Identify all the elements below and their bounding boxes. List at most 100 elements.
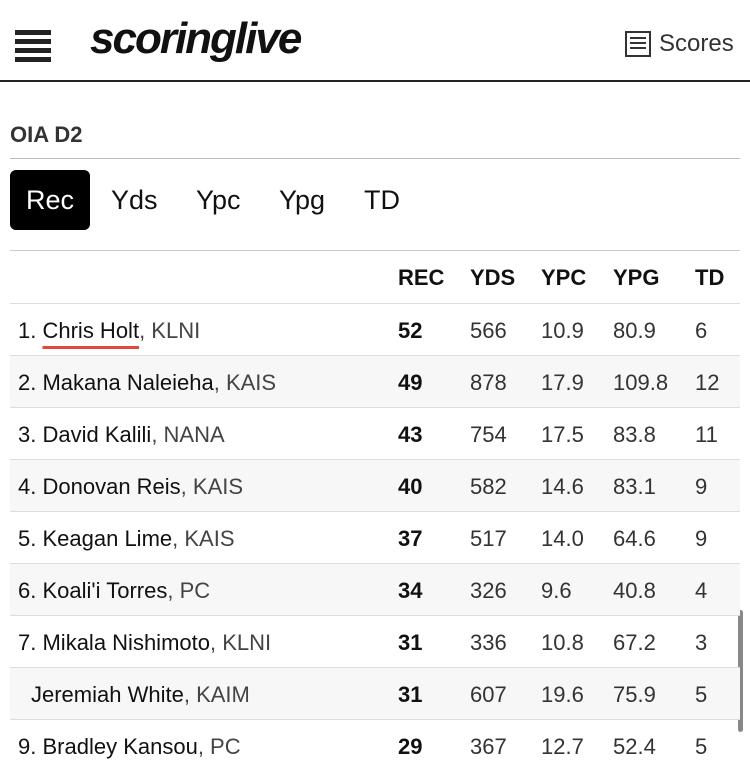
stat: 12.7 (541, 734, 584, 759)
table-row: 5. Keagan Lime, KAIS 37 517 14.0 64.6 9 (10, 511, 740, 564)
stat: 6 (695, 318, 708, 343)
stat: 19.6 (541, 682, 584, 707)
stat: 34 (398, 578, 423, 603)
tab[interactable]: Rec (10, 170, 91, 230)
stat: 14.0 (541, 526, 584, 551)
table-row: Jeremiah White, KAIM 31 607 19.6 75.9 5 (10, 667, 740, 720)
stat: 40 (398, 474, 423, 499)
stat: 17.9 (541, 370, 584, 395)
stat: 17.5 (541, 422, 584, 447)
column-header[interactable]: YPG (613, 265, 660, 290)
stat: 336 (470, 630, 507, 655)
table-row: 6. Koali'i Torres, PC 34 326 9.6 40.8 4 (10, 563, 740, 616)
rank: 5. (18, 526, 37, 551)
rank: 3. (18, 422, 37, 447)
stat: 9.6 (541, 578, 572, 603)
logo[interactable]: scoringlive (90, 14, 302, 63)
rank: 6. (18, 578, 37, 603)
tab[interactable]: TD (364, 185, 400, 215)
rank: 2. (18, 370, 37, 395)
table-row: 1. Chris Holt, KLNI 52 566 10.9 80.9 6 (10, 303, 740, 356)
stat: 9 (695, 526, 708, 551)
scores-label[interactable]: Scores (659, 30, 734, 57)
page: scoringlive Scores OIA D2 Rec Yds Ypc Ypg TD… (0, 14, 750, 759)
stat: 37 (398, 526, 423, 551)
stat: 754 (470, 422, 507, 447)
section-title: OIA D2 (10, 122, 83, 147)
stat: 31 (398, 682, 423, 707)
team: , KLNI (209, 630, 272, 655)
stat: 64.6 (613, 526, 656, 551)
stat: 5 (695, 734, 708, 759)
stat: 326 (470, 578, 507, 603)
player-cell: 1. Chris Holt, KLNI (18, 318, 200, 344)
scores-link[interactable]: Scores (625, 30, 734, 58)
column-header[interactable]: YPC (541, 265, 587, 290)
player-name[interactable]: Makana Naleieha (42, 370, 214, 395)
stat: 5 (695, 682, 708, 707)
stat: 31 (398, 630, 423, 655)
table-row: 3. David Kalili, NANA 43 754 17.5 83.8 11 (10, 407, 740, 460)
rank: 7. (18, 630, 37, 655)
stat: 517 (470, 526, 507, 551)
stat: 4 (695, 578, 708, 603)
player-cell: 5. Keagan Lime, KAIS (18, 526, 235, 552)
stat: 11 (695, 422, 718, 447)
table-row: 2. Makana Naleieha, KAIS 49 878 17.9 109.8 12 (10, 355, 740, 408)
column-header[interactable]: TD (695, 265, 725, 290)
stat: 80.9 (613, 318, 656, 343)
table-row: 4. Donovan Reis, KAIS 40 582 14.6 83.1 9 (10, 459, 740, 512)
stat: 10.9 (541, 318, 584, 343)
player-name[interactable]: Bradley Kansou (42, 734, 198, 759)
tab[interactable]: Yds (111, 185, 158, 215)
scrollbar (738, 610, 743, 732)
player-cell: 6. Koali'i Torres, PC (18, 578, 210, 604)
team: , PC (167, 578, 211, 603)
team: , KLNI (139, 318, 201, 343)
team: , PC (197, 734, 241, 759)
stat: 12 (695, 370, 720, 395)
stat: 40.8 (613, 578, 656, 603)
stat: 83.8 (613, 422, 656, 447)
column-header[interactable]: REC (398, 265, 445, 290)
stat: 75.9 (613, 682, 656, 707)
stat: 10.8 (541, 630, 584, 655)
player-name[interactable]: Jeremiah White (31, 682, 184, 707)
stat: 9 (695, 474, 708, 499)
rank: 9. (18, 734, 37, 759)
divider (10, 158, 740, 159)
stat: 67.2 (613, 630, 656, 655)
tab[interactable]: Ypg (279, 185, 326, 215)
player-name[interactable]: Keagan Lime (42, 526, 173, 551)
tab[interactable]: Ypc (196, 185, 241, 215)
player-name[interactable]: David Kalili (42, 422, 152, 447)
column-header[interactable]: YDS (470, 265, 516, 290)
stat: 878 (470, 370, 507, 395)
team: , KAIS (172, 526, 235, 551)
menu-button[interactable] (15, 30, 51, 66)
player-name[interactable]: Koali'i Torres (42, 578, 168, 603)
player-name[interactable]: Mikala Nishimoto (42, 630, 210, 655)
player-cell: 7. Mikala Nishimoto, KLNI (18, 630, 271, 656)
rank: 1. (18, 318, 37, 343)
divider (10, 250, 740, 251)
scores-icon (625, 31, 651, 57)
player-name[interactable]: Donovan Reis (42, 474, 181, 499)
stat: 367 (470, 734, 507, 759)
team: , NANA (151, 422, 225, 447)
header-border (0, 80, 750, 82)
rank: 4. (18, 474, 37, 499)
team: , KAIS (213, 370, 277, 395)
stat: 109.8 (613, 370, 669, 395)
stat: 83.1 (613, 474, 656, 499)
player-cell: 4. Donovan Reis, KAIS (18, 474, 243, 500)
stat: 49 (398, 370, 423, 395)
stat: 29 (398, 734, 423, 759)
player-name[interactable]: Chris Holt (42, 318, 140, 343)
table-row: 9. Bradley Kansou, PC 29 367 12.7 52.4 5 (10, 719, 740, 772)
stat: 607 (470, 682, 507, 707)
player-cell: 2. Makana Naleieha, KAIS (18, 370, 276, 396)
stat: 52.4 (613, 734, 656, 759)
stat: 14.6 (541, 474, 584, 499)
stat: 43 (398, 422, 423, 447)
